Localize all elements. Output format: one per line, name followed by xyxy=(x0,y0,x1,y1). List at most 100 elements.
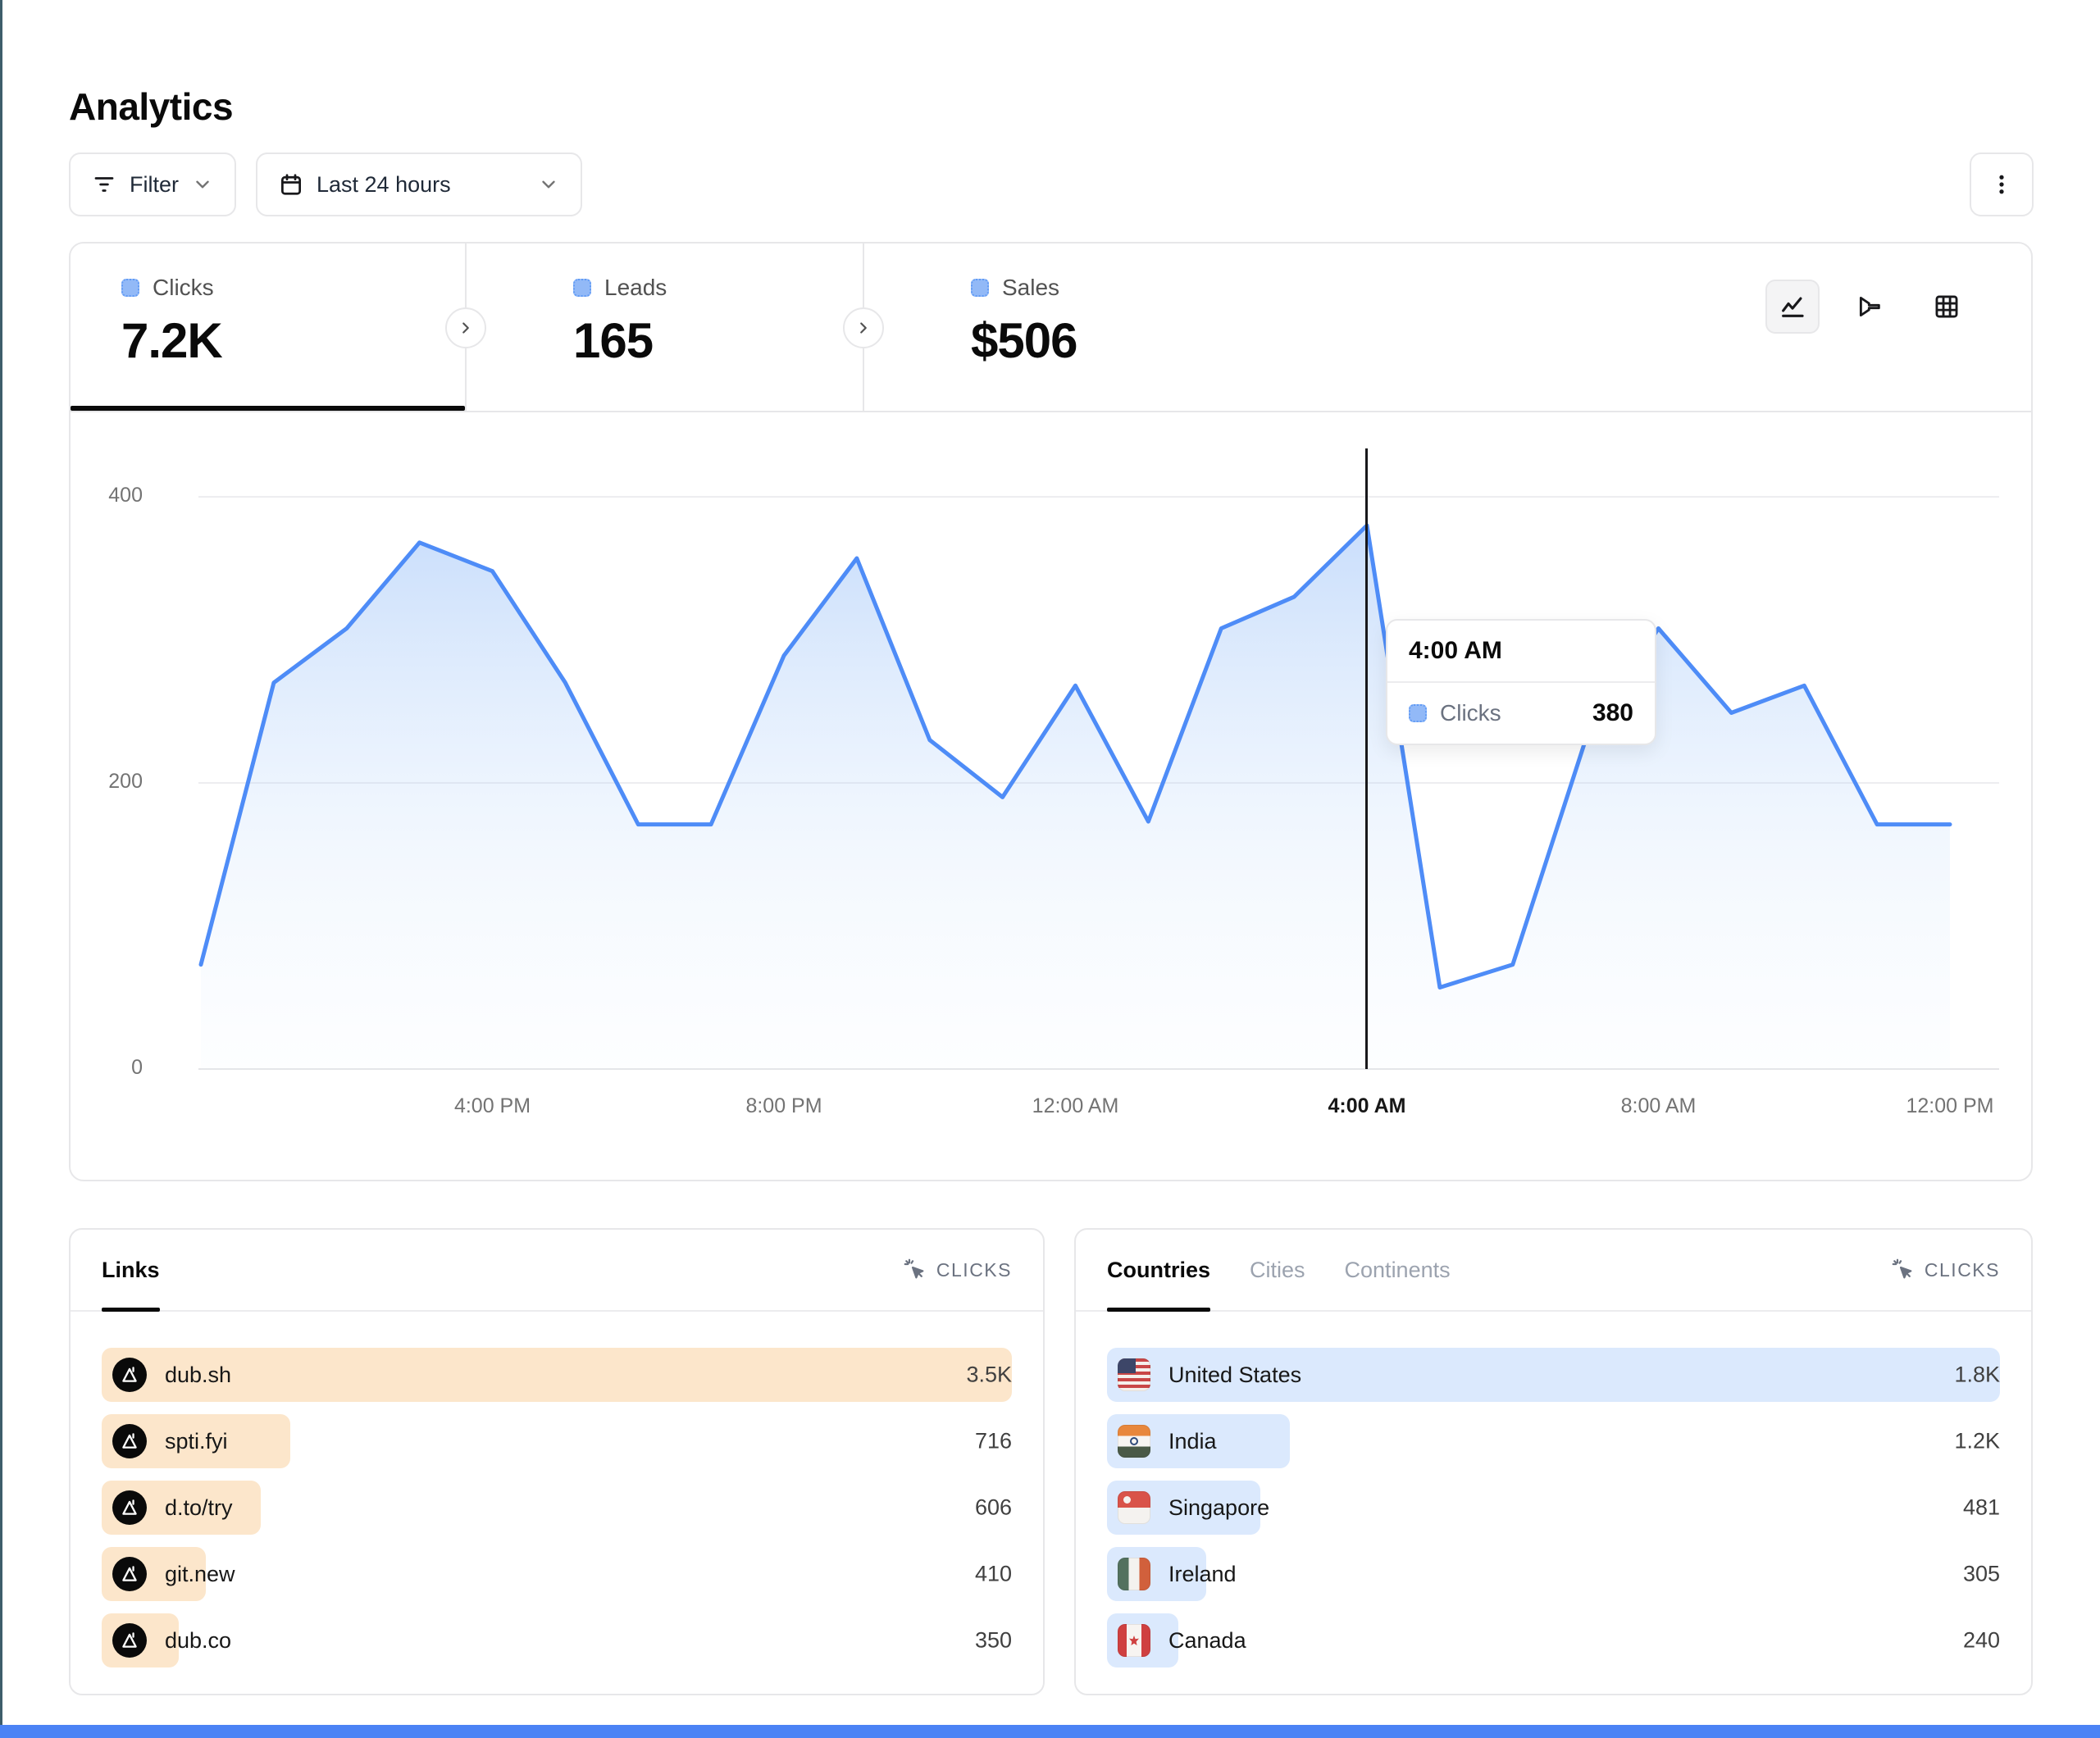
sales-legend-swatch xyxy=(971,279,989,297)
tab-clicks[interactable]: Clicks 7.2K xyxy=(71,243,465,411)
toolbar: Filter Last 24 hours xyxy=(69,152,582,216)
countries-metric-label: CLICKS xyxy=(1924,1258,2000,1281)
link-row[interactable]: spti.fyi 716 xyxy=(102,1414,1012,1468)
dub-logo-icon xyxy=(112,1358,147,1392)
links-metric-label: CLICKS xyxy=(936,1258,1012,1281)
country-label: United States xyxy=(1168,1362,1302,1387)
cursor-click-icon xyxy=(1892,1258,1912,1279)
leads-tab-value: 165 xyxy=(573,313,654,368)
tooltip-value: 380 xyxy=(1592,699,1633,726)
chart-tooltip: 4:00 AM Clicks 380 xyxy=(1386,619,1656,745)
cursor-click-icon xyxy=(904,1258,924,1279)
link-label: dub.co xyxy=(165,1627,232,1653)
tab-cities[interactable]: Cities xyxy=(1250,1257,1305,1282)
country-row[interactable]: Singapore 481 xyxy=(1107,1481,2000,1535)
more-options-button[interactable] xyxy=(1970,152,2034,216)
country-bar: Canada xyxy=(1107,1613,1246,1667)
filter-button[interactable]: Filter xyxy=(69,152,236,216)
country-row[interactable]: United States 1.8K xyxy=(1107,1348,2000,1402)
country-bar: Ireland xyxy=(1107,1547,1237,1601)
clicks-tab-value: 7.2K xyxy=(121,313,223,368)
dub-logo-icon xyxy=(112,1623,147,1658)
y-tick-label: 400 xyxy=(108,484,143,507)
link-row[interactable]: git.new 410 xyxy=(102,1547,1012,1601)
stats-tabs-row: Clicks 7.2K Leads 165 Sales $506 xyxy=(71,243,2031,412)
country-flag-icon xyxy=(1118,1425,1150,1458)
link-row[interactable]: dub.co 350 xyxy=(102,1613,1012,1667)
expand-leads-button[interactable] xyxy=(843,307,884,348)
country-row[interactable]: Ireland 305 xyxy=(1107,1547,2000,1601)
sales-tab-value: $506 xyxy=(971,313,1077,368)
hover-crosshair xyxy=(1365,448,1368,1069)
link-bar: spti.fyi xyxy=(102,1414,290,1468)
chart-type-switcher xyxy=(1765,280,1974,334)
link-row[interactable]: dub.sh 3.5K xyxy=(102,1348,1012,1402)
link-label: git.new xyxy=(165,1561,235,1586)
dub-logo-icon xyxy=(112,1490,147,1525)
link-bar: dub.co xyxy=(102,1613,231,1667)
date-range-label: Last 24 hours xyxy=(317,171,451,197)
kebab-menu-icon xyxy=(1999,175,2004,194)
country-bar: Singapore xyxy=(1107,1481,1269,1535)
country-flag-icon xyxy=(1118,1491,1150,1524)
filter-icon xyxy=(94,177,114,192)
country-label: Ireland xyxy=(1168,1561,1237,1586)
clicks-line xyxy=(198,523,1952,990)
tab-continents[interactable]: Continents xyxy=(1344,1257,1451,1282)
country-row[interactable]: Canada 240 xyxy=(1107,1613,2000,1667)
country-label: India xyxy=(1168,1428,1217,1454)
countries-list: United States 1.8K India 1.2K Singapore … xyxy=(1076,1312,2031,1667)
link-clicks-value: 3.5K xyxy=(966,1362,1012,1387)
chevron-down-icon xyxy=(542,180,555,189)
x-tick-label: 4:00 PM xyxy=(453,1094,531,1117)
tab-sales[interactable]: Sales $506 xyxy=(920,243,1412,411)
clicks-area-chart[interactable] xyxy=(198,444,1999,1070)
funnel-icon xyxy=(1859,296,1880,317)
page-title: Analytics xyxy=(69,84,234,128)
filter-button-label: Filter xyxy=(130,171,179,197)
link-label: d.to/try xyxy=(165,1495,233,1520)
links-metric[interactable]: CLICKS xyxy=(904,1258,1012,1281)
link-row[interactable]: d.to/try 606 xyxy=(102,1481,1012,1535)
country-clicks-value: 481 xyxy=(1962,1495,2000,1520)
line-chart-view-button[interactable] xyxy=(1765,280,1820,334)
active-tab-underline xyxy=(71,406,465,411)
x-tick-label: 4:00 AM xyxy=(1328,1094,1406,1117)
country-bar: United States xyxy=(1107,1348,2000,1402)
funnel-view-button[interactable] xyxy=(1843,280,1897,334)
links-list: dub.sh 3.5K spti.fyi 716 d.to/try 606 gi… xyxy=(71,1312,1043,1667)
dub-logo-icon xyxy=(112,1424,147,1458)
country-label: Canada xyxy=(1168,1627,1246,1653)
x-tick-label: 8:00 AM xyxy=(1620,1094,1697,1117)
x-tick-label: 12:00 PM xyxy=(1906,1094,1994,1117)
tab-countries[interactable]: Countries xyxy=(1107,1230,1211,1312)
x-tick-label: 8:00 PM xyxy=(745,1094,822,1117)
tab-links[interactable]: Links xyxy=(102,1230,160,1312)
chevron-down-icon xyxy=(196,180,209,189)
window-bottom-bar xyxy=(0,1725,2100,1738)
link-bar: git.new xyxy=(102,1547,235,1601)
clicks-area-fill xyxy=(201,525,1950,1070)
links-panel: Links CLICKS dub.sh 3.5K spti.fyi 716 xyxy=(69,1228,1045,1695)
clicks-tab-label: Clicks xyxy=(153,275,214,300)
countries-panel: Countries Cities Continents CLICKS Unite… xyxy=(1074,1228,2033,1695)
y-tick-label: 200 xyxy=(108,770,143,793)
country-clicks-value: 1.2K xyxy=(1954,1428,2000,1454)
table-grid-icon xyxy=(1935,295,1958,318)
country-clicks-value: 240 xyxy=(1962,1627,2000,1653)
tab-leads[interactable]: Leads 165 xyxy=(522,243,867,411)
country-flag-icon xyxy=(1118,1624,1150,1657)
x-tick-label: 12:00 AM xyxy=(1032,1094,1119,1117)
clicks-legend-swatch xyxy=(121,279,139,297)
countries-panel-header: Countries Cities Continents CLICKS xyxy=(1076,1230,2031,1312)
analytics-card: Clicks 7.2K Leads 165 Sales $506 xyxy=(69,242,2033,1181)
date-range-button[interactable]: Last 24 hours xyxy=(256,152,582,216)
country-clicks-value: 1.8K xyxy=(1954,1362,2000,1387)
countries-metric[interactable]: CLICKS xyxy=(1892,1258,2000,1281)
link-label: dub.sh xyxy=(165,1362,232,1387)
table-view-button[interactable] xyxy=(1920,280,1974,334)
tooltip-row: Clicks 380 xyxy=(1387,683,1655,744)
country-row[interactable]: India 1.2K xyxy=(1107,1414,2000,1468)
expand-clicks-button[interactable] xyxy=(445,307,486,348)
